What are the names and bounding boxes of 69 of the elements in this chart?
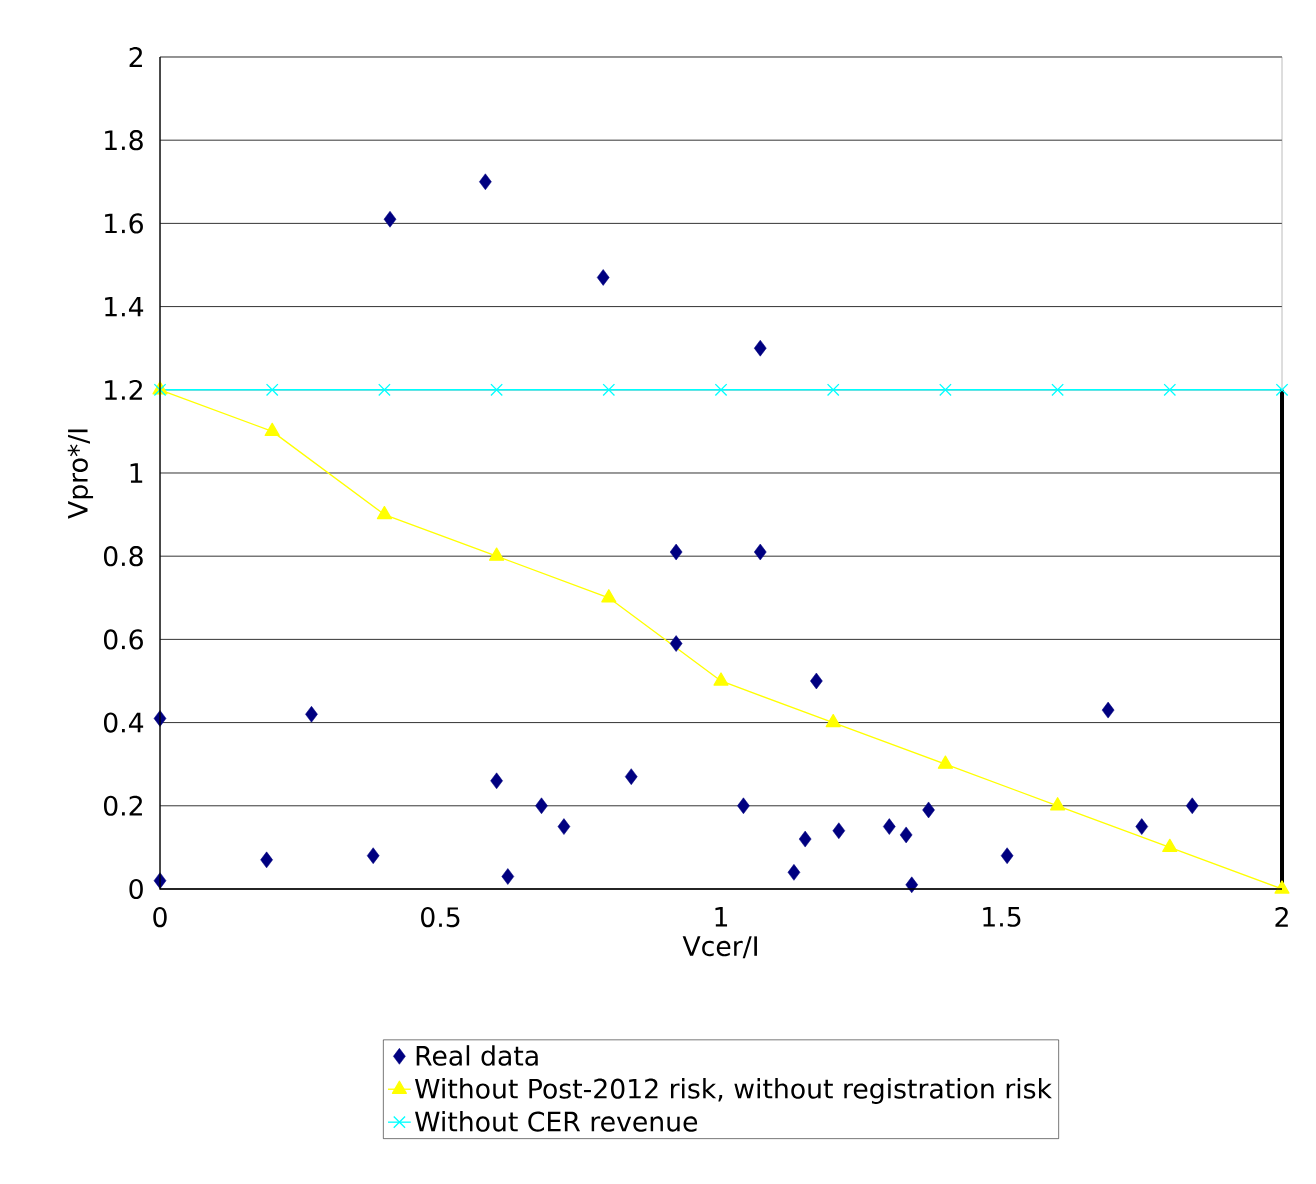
x-tick-label: 1.5 [983,907,1021,927]
point [366,847,380,864]
point [1050,797,1066,811]
point [490,383,503,397]
x-tick-label: 0 [153,907,167,928]
point [1051,383,1064,397]
point [798,830,812,848]
point [669,543,683,561]
point [883,818,896,835]
point [479,173,492,191]
x-axis-title: Vcer/I [682,936,757,959]
x-tick-label: 1 [715,907,728,927]
point [825,713,841,728]
point [265,383,279,397]
legend-label: Real data [416,1045,538,1066]
point [260,851,273,869]
point [378,383,391,397]
y-axis-title: Vpro*/I [67,429,94,519]
point [305,706,318,723]
y-tick-label: 1 [130,463,143,483]
point [602,383,616,397]
y-tick-label: 1.2 [105,379,142,400]
point [737,797,750,815]
point [922,801,935,819]
point [754,543,767,561]
point [1185,797,1199,815]
point [1163,383,1177,397]
y-tick-label: 2 [129,47,142,67]
point [899,826,913,844]
point [376,505,393,520]
point [713,672,729,686]
point [810,672,823,690]
point [596,269,610,286]
point [1101,701,1115,719]
point [264,422,280,437]
point [383,210,397,228]
y-tick-label: 0.8 [103,546,143,567]
point [754,339,767,357]
point [557,818,571,835]
point [490,772,503,790]
point [669,635,683,652]
point [535,797,548,815]
x-tick-label: 0.5 [421,907,460,928]
point [787,864,801,881]
point [939,383,952,397]
y-tick-label: 0.6 [103,629,143,650]
point [826,383,840,397]
point [1135,818,1149,835]
point [1000,847,1014,864]
point [937,755,954,769]
y-tick-label: 0 [129,878,143,900]
point [501,868,515,885]
legend-label: Without Post-2012 risk, without registration risk [414,1078,1052,1104]
point [1162,838,1178,853]
point [624,768,638,785]
point [832,822,846,840]
y-tick-label: 0.2 [103,795,142,816]
point [1274,880,1290,894]
point [714,383,728,397]
y-tick-label: 1.8 [105,130,143,151]
y-tick-label: 1.6 [105,213,143,234]
point [1275,383,1289,397]
x-tick-label: 2 [1275,907,1288,927]
point [601,589,617,603]
point [489,547,505,561]
y-tick-label: 1.4 [105,296,144,317]
point [905,876,919,894]
y-tick-label: 0.4 [103,712,144,733]
legend-label: Without CER revenue [414,1111,698,1132]
